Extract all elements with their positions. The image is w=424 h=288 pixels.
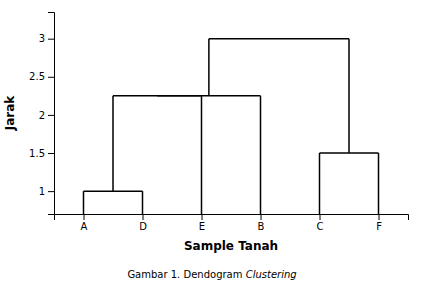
branch — [201, 96, 203, 214]
x-tick: A — [81, 214, 88, 232]
y-tick-mark — [48, 191, 54, 192]
y-tick: 2.5 — [29, 71, 54, 82]
branch — [260, 96, 262, 214]
y-tick-label: 3 — [39, 33, 45, 44]
branch — [112, 96, 114, 191]
branch — [208, 39, 210, 96]
caption-part: Clustering — [246, 269, 297, 280]
x-tick-label: D — [139, 221, 147, 232]
y-tick-mark — [48, 115, 54, 116]
branch — [378, 153, 380, 214]
y-tick-label: 1 — [39, 186, 45, 197]
branch — [348, 39, 350, 153]
x-tick-label: F — [376, 221, 382, 232]
x-tick: E — [199, 214, 205, 232]
x-tick-mark — [84, 214, 85, 220]
x-tick: C — [317, 214, 324, 232]
dendrogram — [84, 39, 379, 214]
x-tick-label: A — [81, 221, 88, 232]
y-tick-mark — [48, 77, 54, 78]
x-tick: D — [139, 214, 147, 232]
branch — [83, 191, 85, 214]
x-axis-line — [55, 215, 409, 221]
merge-link — [209, 38, 349, 40]
y-tick: 3 — [39, 33, 54, 44]
x-tick-mark — [379, 214, 380, 220]
y-tick: 2 — [39, 110, 54, 121]
y-tick: 1.5 — [29, 148, 54, 159]
branch — [319, 153, 321, 214]
x-tick-mark — [143, 214, 144, 220]
plot-area: A D E B C F 1 1.5 2 2.5 3 — [29, 13, 408, 233]
x-tick-label: B — [258, 221, 265, 232]
caption: Gambar 1. Dendogram Clustering — [127, 269, 296, 280]
y-tick-mark — [48, 39, 54, 40]
y-axis-title: Jarak — [3, 95, 17, 132]
y-tick-mark — [48, 153, 54, 154]
y-tick-label: 2.5 — [29, 71, 45, 82]
y-tick-label: 2 — [39, 110, 45, 121]
y-axis-line — [48, 13, 55, 215]
x-axis: ADEBCF — [55, 214, 409, 232]
caption-part: Gambar 1. Dendogram — [127, 269, 245, 280]
x-tick-label: E — [199, 221, 205, 232]
x-axis-title: Sample Tanah — [184, 239, 278, 253]
x-tick-mark — [202, 214, 203, 220]
x-tick: F — [376, 214, 382, 232]
chart: A D E B C F 1 1.5 2 2.5 3 Sample Tanah Jarak Gambar 1… — [0, 0, 424, 288]
x-tick-mark — [261, 214, 262, 220]
x-tick: B — [258, 214, 265, 232]
y-tick: 1 — [39, 186, 54, 197]
y-axis: 1 1.5 2 2.5 3 — [29, 13, 54, 215]
x-tick-label: C — [317, 221, 324, 232]
branch — [142, 191, 144, 214]
x-tick-mark — [320, 214, 321, 220]
y-tick-label: 1.5 — [29, 148, 45, 159]
